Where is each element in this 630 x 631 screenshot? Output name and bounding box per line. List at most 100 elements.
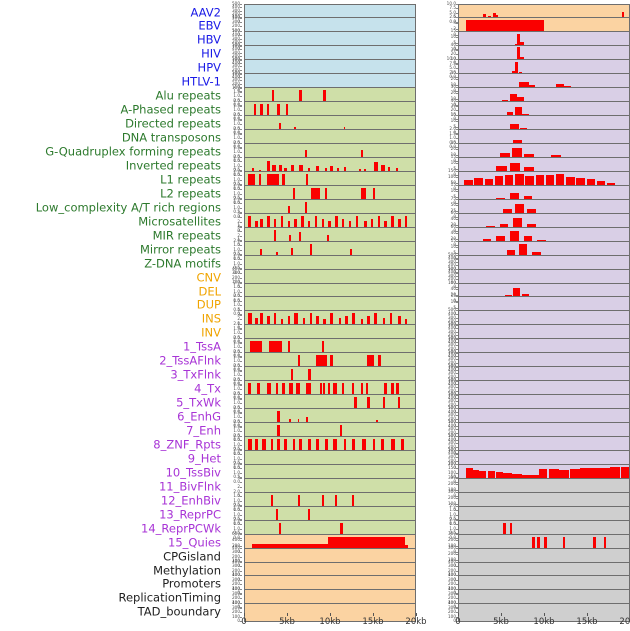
- track-bar: [510, 193, 519, 203]
- y-tick-label: 300: [448, 530, 456, 536]
- y-tick-label: 400: [448, 600, 456, 606]
- y-tick-label: 2.0: [449, 125, 456, 131]
- y-tick-label: 0.0: [233, 367, 240, 373]
- y-tick-label: 300: [232, 604, 240, 610]
- y-tick-label: 0.0: [233, 464, 240, 470]
- y-tick-mark: [456, 394, 458, 396]
- y-tick-label: 0: [453, 46, 456, 52]
- y-tick-mark: [456, 143, 458, 144]
- track-label-hbv: HBV: [196, 32, 221, 47]
- y-tick-label: 100: [448, 461, 456, 467]
- y-tick-mark: [456, 524, 458, 526]
- y-tick-label: 40: [450, 215, 456, 221]
- y-tick-mark: [456, 119, 458, 121]
- track-bar: [367, 316, 370, 329]
- y-tick-label: 400: [448, 450, 456, 456]
- track-bar: [377, 215, 381, 231]
- track-bar: [260, 218, 263, 231]
- y-tick-label: 0: [453, 297, 456, 303]
- x-tick-mark: [244, 613, 245, 616]
- y-tick-mark: [240, 417, 242, 419]
- y-tick-label: 2.0: [449, 502, 456, 508]
- y-tick-label: 1.0: [233, 120, 240, 126]
- y-tick-label: 7.5: [449, 60, 456, 66]
- track-bar: [319, 383, 322, 399]
- track-bar: [391, 438, 395, 454]
- y-tick-label: 200: [448, 480, 456, 486]
- y-tick-label: 4: [453, 20, 456, 26]
- y-tick-mark: [456, 463, 458, 465]
- y-tick-mark: [240, 468, 242, 470]
- y-tick-label: 300: [448, 356, 456, 362]
- x-tick-label: 10kb: [533, 617, 555, 627]
- y-tick-label: 0: [453, 339, 456, 345]
- y-tick-mark: [240, 537, 242, 539]
- y-tick-mark: [240, 566, 242, 567]
- right-y-axis: 150 100 50 0: [436, 168, 458, 192]
- y-tick-label: 300: [232, 7, 240, 13]
- y-tick-mark: [240, 156, 242, 158]
- y-tick-label: 0.0: [233, 506, 240, 512]
- y-tick-label: 200: [448, 609, 456, 615]
- y-tick-label: 400: [232, 572, 240, 578]
- y-tick-mark: [240, 119, 242, 121]
- track-bar: [352, 313, 355, 329]
- y-tick-label: 1.0: [233, 260, 240, 266]
- y-tick-mark: [240, 449, 242, 451]
- y-tick-mark: [456, 310, 458, 312]
- y-tick-mark: [240, 282, 242, 284]
- y-tick-label: 1: [237, 320, 240, 326]
- y-tick-mark: [456, 45, 458, 47]
- y-tick-label: 100: [448, 265, 456, 271]
- track-label-7-enh: 7_Enh: [186, 423, 221, 438]
- x-tick-mark: [587, 613, 588, 616]
- y-tick-label: 1.5: [233, 409, 240, 415]
- y-tick-label: 10: [450, 117, 456, 123]
- y-tick-label: 400: [232, 14, 240, 20]
- y-tick-mark: [456, 589, 458, 591]
- y-tick-label: 2.0: [233, 84, 240, 90]
- y-tick-mark: [456, 91, 458, 93]
- y-tick-label: 100: [232, 599, 240, 605]
- track-bar: [610, 467, 621, 482]
- y-tick-label: 1.0: [233, 413, 240, 419]
- y-tick-label: 500: [448, 363, 456, 369]
- y-tick-mark: [456, 224, 458, 226]
- x-tick-label: 5kb: [493, 617, 509, 627]
- track-bar: [267, 316, 271, 329]
- y-tick-mark: [240, 193, 242, 195]
- y-tick-mark: [240, 310, 242, 312]
- y-tick-mark: [456, 539, 458, 541]
- y-tick-mark: [456, 439, 458, 441]
- track-bar: [391, 383, 394, 399]
- y-tick-label: 1.5: [233, 507, 240, 513]
- y-tick-label: 1.0: [233, 162, 240, 168]
- y-tick-mark: [240, 496, 242, 498]
- track-bar: [273, 218, 277, 231]
- y-tick-label: 0: [453, 422, 456, 428]
- y-tick-label: 1.5: [233, 242, 240, 248]
- y-tick-mark: [240, 268, 242, 270]
- track-bar: [404, 318, 408, 329]
- y-tick-mark: [456, 68, 458, 70]
- y-tick-label: 0.5: [233, 181, 240, 187]
- y-tick-label: 0: [453, 408, 456, 414]
- y-tick-label: 100: [232, 56, 240, 62]
- y-tick-label: 400: [232, 536, 240, 542]
- y-tick-label: 0.5: [233, 167, 240, 173]
- y-tick-label: 4: [237, 223, 240, 229]
- y-tick-label: 100: [232, 14, 240, 20]
- track-bar: [277, 438, 281, 454]
- y-tick-mark: [240, 10, 242, 12]
- y-tick-label: 300: [232, 18, 240, 24]
- y-tick-label: 1.0: [233, 302, 240, 308]
- y-tick-label: 20: [450, 221, 456, 227]
- y-tick-label: 1.0: [233, 176, 240, 182]
- right-y-axis: 300 200 100 0: [436, 475, 458, 499]
- y-tick-label: 1.0: [233, 511, 240, 517]
- y-tick-label: 40: [450, 42, 456, 48]
- y-tick-mark: [456, 254, 458, 256]
- x-tick-mark: [458, 613, 459, 616]
- y-tick-mark: [240, 240, 242, 242]
- track-bar: [382, 397, 386, 413]
